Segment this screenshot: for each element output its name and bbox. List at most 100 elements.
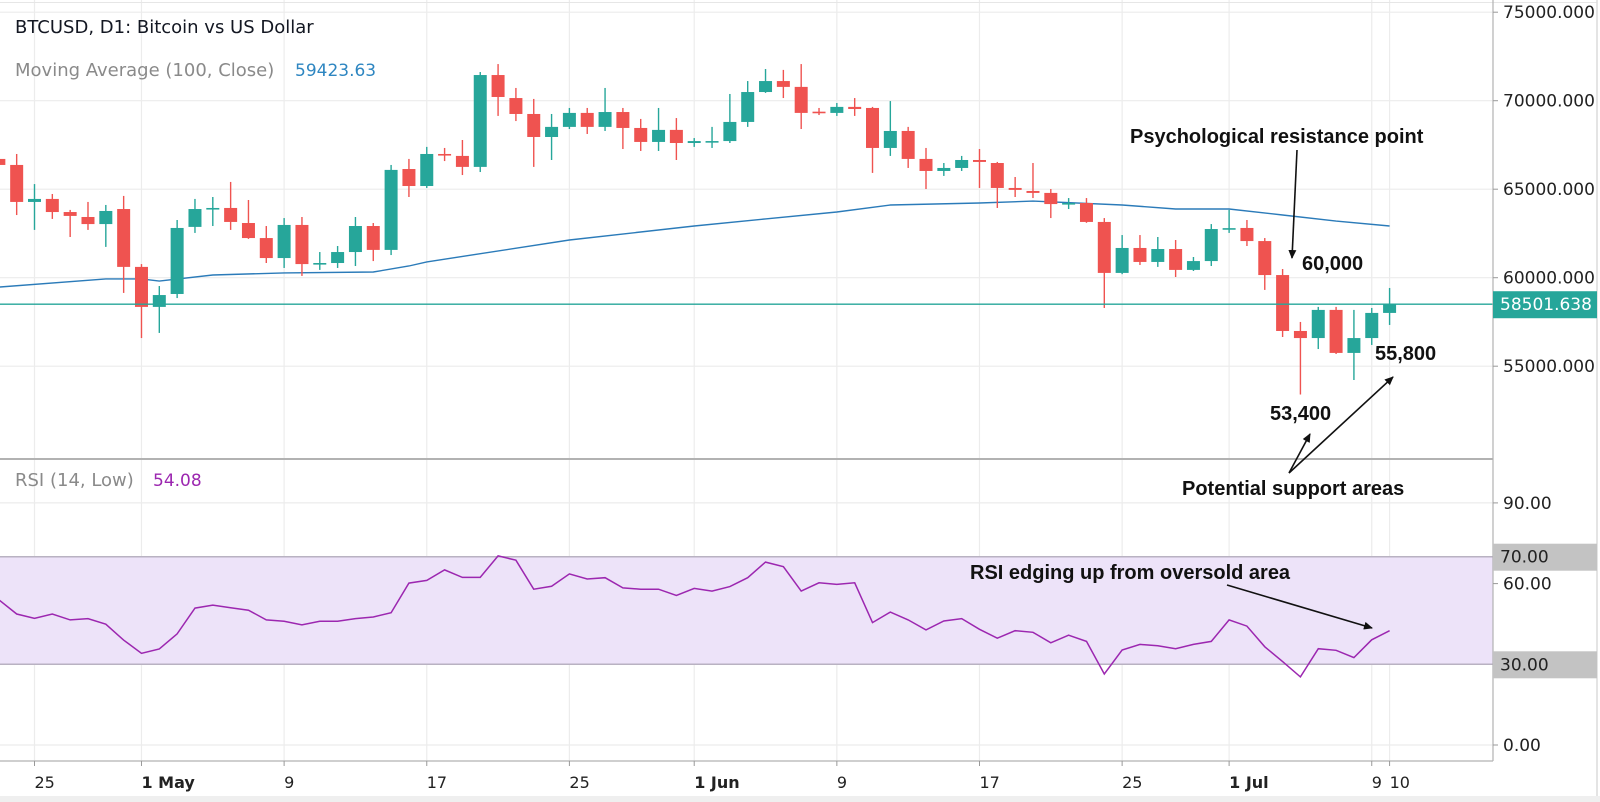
- candle-body: [919, 158, 933, 171]
- candle: [1365, 307, 1379, 345]
- candle-body: [402, 169, 416, 187]
- candle: [81, 201, 95, 230]
- candle-body: [723, 121, 737, 142]
- candle: [1204, 224, 1218, 267]
- candle: [866, 106, 880, 173]
- time-tick-label: 1 Jun: [694, 773, 739, 792]
- annotation-rsi: RSI edging up from oversold area: [970, 562, 1291, 584]
- support-arrow-53400: [1288, 433, 1311, 474]
- candle-body: [527, 113, 541, 137]
- candle: [527, 98, 541, 167]
- candle-body: [741, 92, 755, 122]
- candle-body: [687, 141, 701, 144]
- candle-body: [134, 266, 148, 307]
- rsi-level-label-bg: [1493, 651, 1597, 679]
- candle: [616, 107, 630, 150]
- candle: [295, 216, 309, 276]
- candle-body: [883, 130, 897, 148]
- candle: [1311, 306, 1325, 350]
- candle: [1169, 239, 1183, 277]
- candle-body: [117, 209, 131, 267]
- candle-body: [1311, 309, 1325, 339]
- candle: [1347, 309, 1361, 381]
- candle: [1079, 198, 1093, 223]
- price-tick-label: 75000.000: [1503, 3, 1595, 23]
- candle-body: [348, 226, 362, 253]
- candle: [10, 153, 24, 216]
- candle-body: [473, 75, 487, 167]
- candle: [759, 69, 773, 93]
- candle-body: [1240, 227, 1254, 242]
- candle-body: [10, 164, 24, 202]
- price-axis[interactable]: 75000.000 70000.000 65000.000 60000.000 5500…: [1493, 3, 1595, 377]
- annotation-resistance-arrow: [1288, 149, 1298, 259]
- candle-body: [1062, 203, 1076, 205]
- candle-body: [1222, 228, 1236, 230]
- candle-body: [28, 198, 41, 202]
- candle-body: [277, 224, 291, 259]
- candle-body: [1258, 241, 1272, 276]
- candle-body: [152, 295, 166, 307]
- candle: [509, 87, 523, 122]
- candle: [848, 98, 862, 116]
- time-tick-label: 9: [284, 773, 294, 792]
- candle-body: [188, 209, 202, 227]
- candle: [1383, 287, 1397, 325]
- candle-body: [170, 227, 184, 294]
- candle: [705, 126, 719, 148]
- ma-legend-label[interactable]: Moving Average (100, Close): [15, 60, 274, 81]
- candle-body: [81, 216, 95, 225]
- candle: [1222, 209, 1236, 233]
- candle: [366, 223, 380, 262]
- candle: [331, 246, 345, 268]
- candle: [455, 139, 469, 176]
- time-tick-label: 10: [1390, 773, 1410, 792]
- rsi-axis[interactable]: 90.00 60.00 0.00 70.00 30.00: [1493, 494, 1597, 756]
- candle-body: [259, 238, 273, 259]
- candle-body: [99, 210, 113, 225]
- candle: [1151, 236, 1165, 267]
- candle-body: [1115, 247, 1129, 273]
- candle: [277, 218, 291, 268]
- last-price-label-bg: [1493, 291, 1597, 319]
- time-tick-label: 9: [837, 773, 847, 792]
- time-tick-label: 25: [569, 773, 589, 792]
- candle-body: [295, 224, 309, 265]
- candle: [152, 286, 166, 333]
- candle-body: [866, 107, 880, 148]
- candle: [1115, 235, 1129, 275]
- rsi-line: [0, 555, 1390, 679]
- candle-body: [1151, 249, 1165, 262]
- candle: [313, 252, 327, 270]
- candle: [652, 107, 666, 151]
- candle: [1276, 269, 1290, 337]
- candle-body: [1133, 247, 1147, 262]
- candle: [188, 198, 202, 233]
- candle: [919, 147, 933, 190]
- candle: [562, 107, 576, 130]
- last-price-label: 58501.638: [1500, 295, 1592, 315]
- candle: [794, 64, 808, 130]
- candle-body: [634, 127, 648, 142]
- time-tick-label: 9: [1372, 773, 1382, 792]
- candle-body: [580, 112, 594, 127]
- candle-body: [45, 198, 59, 213]
- candle-body: [1097, 221, 1111, 273]
- time-axis[interactable]: 25 1 May 9 17 25 1 Jun 9 17 25 1 Jul 9 10: [34, 761, 1410, 792]
- candle-body: [63, 212, 77, 216]
- annotation-resistance: Psychological resistance point: [1130, 126, 1424, 148]
- annotation-55800: 55,800: [1375, 343, 1436, 365]
- candle-body: [830, 106, 844, 113]
- candle: [598, 87, 612, 131]
- candle-body: [1079, 203, 1093, 222]
- time-tick-label: 25: [35, 773, 55, 792]
- rsi-legend-value: 54.08: [153, 471, 202, 491]
- candle-body: [669, 129, 683, 144]
- rsi-legend-label[interactable]: RSI (14, Low): [15, 470, 134, 491]
- candle: [1026, 163, 1040, 199]
- candle-body: [1293, 330, 1307, 339]
- candle: [438, 147, 452, 162]
- candle: [241, 199, 255, 239]
- candle: [972, 149, 986, 188]
